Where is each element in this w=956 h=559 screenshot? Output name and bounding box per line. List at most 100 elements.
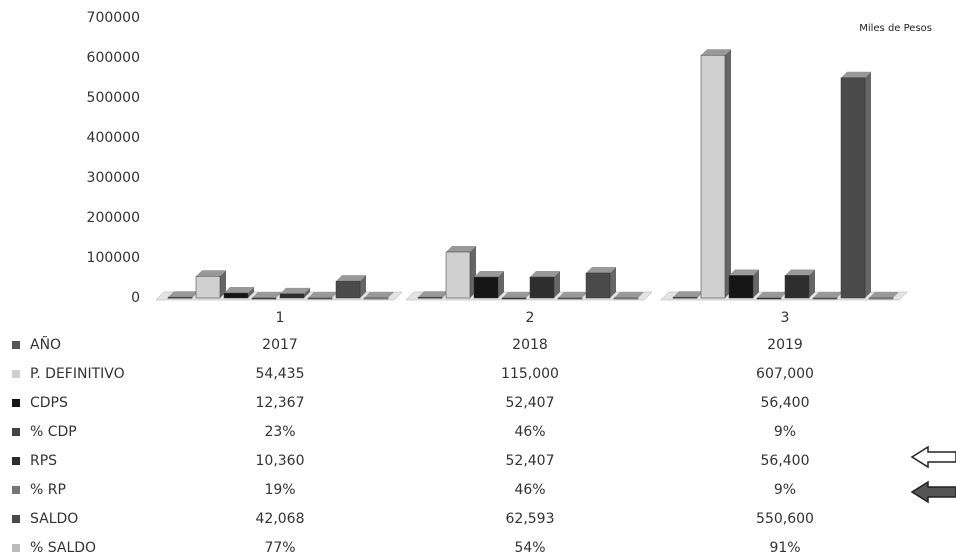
y-tick-label: 0 (131, 290, 140, 306)
bar (840, 77, 866, 299)
legend-swatch (12, 544, 20, 552)
bar-top (168, 291, 198, 298)
bar (784, 275, 810, 299)
bar (585, 272, 611, 299)
table-cell: 52,407 (506, 453, 555, 469)
bar-top (841, 71, 871, 78)
table-cell: 46% (514, 482, 545, 498)
table-cell: 77% (264, 540, 295, 556)
bar (812, 297, 838, 300)
bar (417, 296, 443, 299)
table-cell: 2017 (262, 337, 298, 353)
bar-top (757, 291, 787, 298)
bar (700, 54, 726, 299)
bar-top (729, 269, 759, 276)
bar-top (252, 291, 282, 298)
bar-side (498, 271, 504, 298)
bar-top (418, 291, 448, 298)
legend-label: AÑO (30, 336, 61, 353)
legend-label: % CDP (30, 424, 77, 440)
table-cell: 10,360 (256, 453, 305, 469)
bar (195, 275, 221, 299)
legend-label: % SALDO (30, 540, 96, 556)
x-tick-label: 3 (781, 310, 790, 326)
bar-side (248, 287, 254, 298)
table-cell: 9% (774, 424, 796, 440)
bar-side (893, 291, 899, 298)
bar (307, 297, 333, 300)
bar-top (308, 291, 338, 298)
bar-top (558, 291, 588, 298)
bar-top (364, 291, 394, 298)
legend-swatch (12, 370, 20, 378)
bar-top (224, 287, 254, 294)
legend-label: % RP (30, 482, 66, 498)
y-tick-label: 200000 (87, 210, 140, 226)
bar-top (446, 246, 476, 252)
bar-top (586, 266, 616, 273)
bar (613, 297, 639, 300)
bar (756, 297, 782, 300)
bar-top (530, 271, 560, 278)
bar-top (280, 287, 310, 294)
table-cell: 56,400 (761, 453, 810, 469)
bar-top (614, 291, 644, 298)
table-cell: 42,068 (256, 511, 305, 527)
bar-top (785, 269, 815, 276)
bar-side (610, 266, 616, 298)
bar-side (753, 269, 759, 298)
bar-side (865, 71, 871, 298)
table-cell: 12,367 (256, 395, 305, 411)
bar (557, 297, 583, 300)
legend-label: CDPS (30, 395, 68, 411)
table-cell: 607,000 (756, 366, 814, 382)
y-tick-label: 600000 (87, 50, 140, 66)
x-tick-label: 1 (276, 310, 285, 326)
bar (335, 280, 361, 299)
bar-top (336, 275, 366, 282)
x-tick-label: 2 (526, 310, 535, 326)
bar-side (388, 291, 394, 298)
legend-swatch (12, 399, 20, 407)
table-cell: 2018 (512, 337, 548, 353)
bar-side (809, 269, 815, 298)
unit-note: Miles de Pesos (859, 23, 932, 34)
y-tick-label: 400000 (87, 130, 140, 146)
legend-label: P. DEFINITIVO (30, 366, 125, 382)
table-cell: 115,000 (501, 366, 559, 382)
table-cell: 62,593 (506, 511, 555, 527)
bar-top (474, 271, 504, 278)
table-cell: 23% (264, 424, 295, 440)
table-cell: 46% (514, 424, 545, 440)
table-cell: 9% (774, 482, 796, 498)
bar-side (220, 270, 226, 298)
table-cell: 19% (264, 482, 295, 498)
bar (363, 297, 389, 300)
table-cell: 54,435 (256, 366, 305, 382)
bar-side (638, 291, 644, 298)
bar-side (725, 49, 731, 299)
bar (473, 276, 499, 299)
arrows (910, 445, 956, 504)
y-tick-label: 100000 (87, 250, 140, 266)
bar-top (502, 291, 532, 298)
legend-label: SALDO (30, 511, 78, 527)
bar (445, 251, 471, 299)
table-cell: 550,600 (756, 511, 814, 527)
bar-top (196, 270, 226, 277)
y-tick-label: 700000 (87, 10, 140, 26)
bar-top (869, 291, 899, 298)
table-cell: 54% (514, 540, 545, 556)
table-cell: 52,407 (506, 395, 555, 411)
bar-side (360, 275, 366, 298)
arrow-filled (910, 480, 956, 504)
bar (279, 293, 305, 299)
bar-side (304, 287, 310, 298)
bar (223, 292, 249, 299)
legend-swatch (12, 428, 20, 436)
bar-side (554, 271, 560, 298)
bar (251, 297, 277, 300)
legend-label: RPS (30, 453, 57, 469)
bar (728, 275, 754, 299)
legend-swatch (12, 515, 20, 523)
